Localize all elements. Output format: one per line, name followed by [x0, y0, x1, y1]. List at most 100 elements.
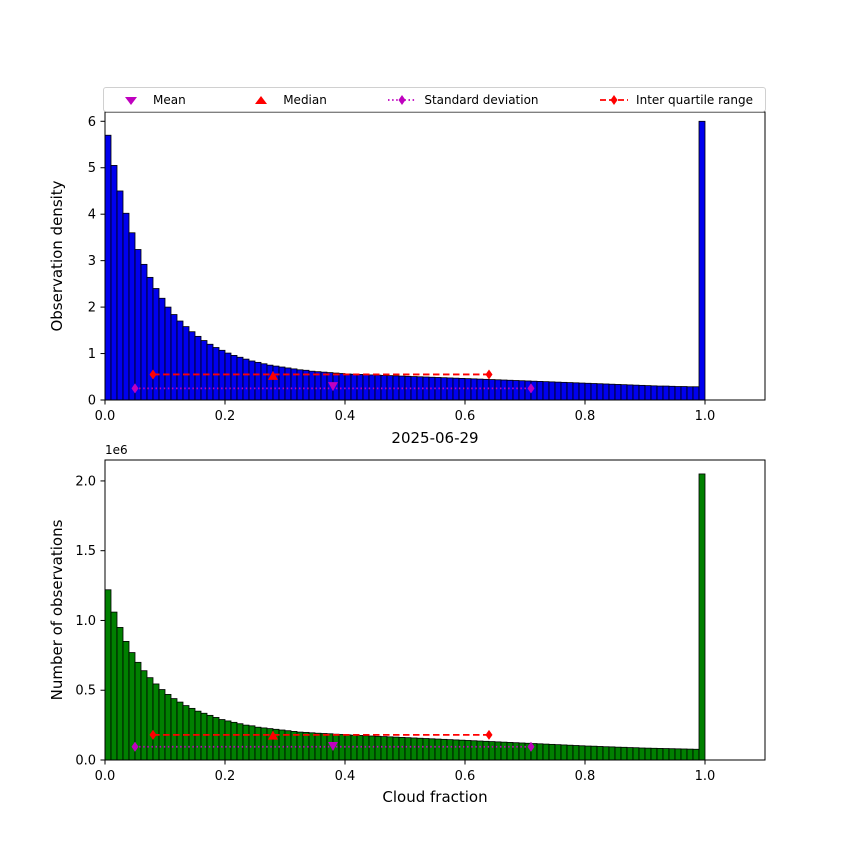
histogram-bar	[476, 378, 484, 401]
histogram-bar	[146, 276, 154, 401]
legend-item-median: Median	[246, 93, 327, 107]
legend-item-standard-deviation: Standard deviation	[387, 92, 539, 107]
subplot-counts: 0.0 0.2 0.4 0.6 0.8 1.0 0.0 0.5 1.0 1.5 2.0 Number …	[48, 429, 766, 806]
x-tick-label: 0.8	[575, 409, 596, 424]
axes-spines	[104, 111, 766, 401]
histogram-bar	[638, 384, 646, 401]
histogram-bar	[602, 746, 610, 761]
std-dev-marker	[131, 383, 139, 394]
histogram-bar	[350, 734, 358, 761]
x-tick-label: 0.8	[575, 769, 596, 784]
histogram-bar	[620, 384, 628, 401]
histogram-bar	[428, 376, 436, 401]
std-dev-marker	[131, 741, 139, 752]
histogram-bar	[470, 740, 478, 761]
histogram-bar	[272, 365, 280, 401]
y-axis-label: Observation density	[48, 180, 66, 331]
histogram-bar	[170, 314, 178, 401]
histogram-bar	[224, 352, 232, 401]
histogram-bar	[416, 737, 424, 761]
histogram-bar	[176, 320, 184, 401]
histogram-bar	[668, 385, 676, 401]
histogram-bar	[566, 744, 574, 761]
legend-label: Inter quartile range	[636, 92, 753, 107]
histogram-bar	[290, 368, 298, 401]
axis-offset-label: 1e6	[105, 443, 128, 457]
histogram-bar	[422, 376, 430, 401]
y-tick-label: 1.5	[75, 544, 96, 559]
histogram-bar	[170, 698, 178, 761]
histogram-bar	[656, 385, 664, 401]
legend-label: Standard deviation	[424, 92, 539, 107]
histogram-bar	[248, 725, 256, 761]
histogram-bar	[242, 724, 250, 761]
histogram-bar	[596, 746, 604, 761]
histogram-bar	[200, 340, 208, 401]
histogram-bar	[572, 745, 580, 761]
histogram-bar	[566, 382, 574, 401]
x-tick-label: 0.4	[335, 409, 356, 424]
histogram-bars	[104, 473, 706, 761]
x-tick-label: 0.6	[455, 769, 476, 784]
histogram-bar	[104, 134, 112, 401]
y-tick-label: 2.0	[75, 474, 96, 489]
mean-marker	[328, 742, 338, 752]
x-axis-label: Cloud fraction	[382, 788, 487, 806]
x-tick-label: 1.0	[695, 769, 716, 784]
histogram-bar	[254, 726, 262, 761]
histogram-bar	[218, 719, 226, 761]
histogram-bar	[224, 720, 232, 761]
histogram-bar	[458, 739, 466, 761]
y-tick-label: 2	[88, 301, 96, 316]
legend-item-mean: Mean	[116, 93, 186, 107]
histogram-bar	[578, 382, 586, 401]
histogram-bar	[692, 748, 700, 761]
histogram-bar	[518, 742, 526, 761]
histogram-bar	[644, 385, 652, 401]
histogram-bar	[620, 746, 628, 761]
histogram-bar	[374, 735, 382, 761]
histogram-bar	[278, 366, 286, 401]
histogram-bar	[260, 363, 268, 401]
histogram-bar	[236, 356, 244, 401]
histogram-bar	[398, 737, 406, 761]
y-tick-label: 0.0	[75, 754, 96, 769]
median-marker	[268, 730, 278, 740]
histogram-bar	[494, 379, 502, 401]
legend-item-inter-quartile-range: Inter quartile range	[599, 93, 753, 107]
std-dev-marker	[527, 741, 535, 752]
histogram-bar	[500, 741, 508, 761]
mean-marker	[328, 382, 338, 392]
histogram-bar	[680, 386, 688, 401]
subplot-title: 2025-06-29	[391, 429, 478, 447]
histogram-bar	[410, 737, 418, 761]
histogram-bar	[578, 745, 586, 761]
histogram-bar	[152, 683, 160, 761]
histogram-bar	[350, 373, 358, 401]
histogram-bar	[248, 360, 256, 401]
histogram-bar	[464, 740, 472, 761]
histogram-bar	[434, 377, 442, 401]
y-tick-label: 3	[88, 254, 96, 269]
histogram-bar	[188, 331, 196, 401]
histogram-bar	[254, 361, 262, 401]
histogram-bar	[242, 358, 250, 401]
histogram-bar	[164, 694, 172, 761]
subplot-density: 0.0 0.2 0.4 0.6 0.8 1.0 0 1 2 3 4 5 6 Observation den…	[48, 111, 766, 424]
histogram-bar	[392, 736, 400, 761]
histogram-bar	[494, 741, 502, 761]
histogram-bar	[668, 748, 676, 761]
histogram-bar	[548, 743, 556, 761]
y-axis-label: Number of observations	[48, 519, 66, 700]
histogram-bar	[386, 736, 394, 761]
histogram-bar	[266, 364, 274, 401]
histogram-bar	[368, 374, 376, 401]
histogram-bar	[488, 741, 496, 761]
y-tick-label: 0.5	[75, 684, 96, 699]
histogram-bar	[344, 373, 352, 401]
axes-spines	[104, 459, 766, 761]
y-tick-label: 0	[88, 394, 96, 409]
y-tick-label: 1	[88, 347, 96, 362]
histogram-bar	[590, 383, 598, 401]
histogram-bar	[212, 717, 220, 761]
